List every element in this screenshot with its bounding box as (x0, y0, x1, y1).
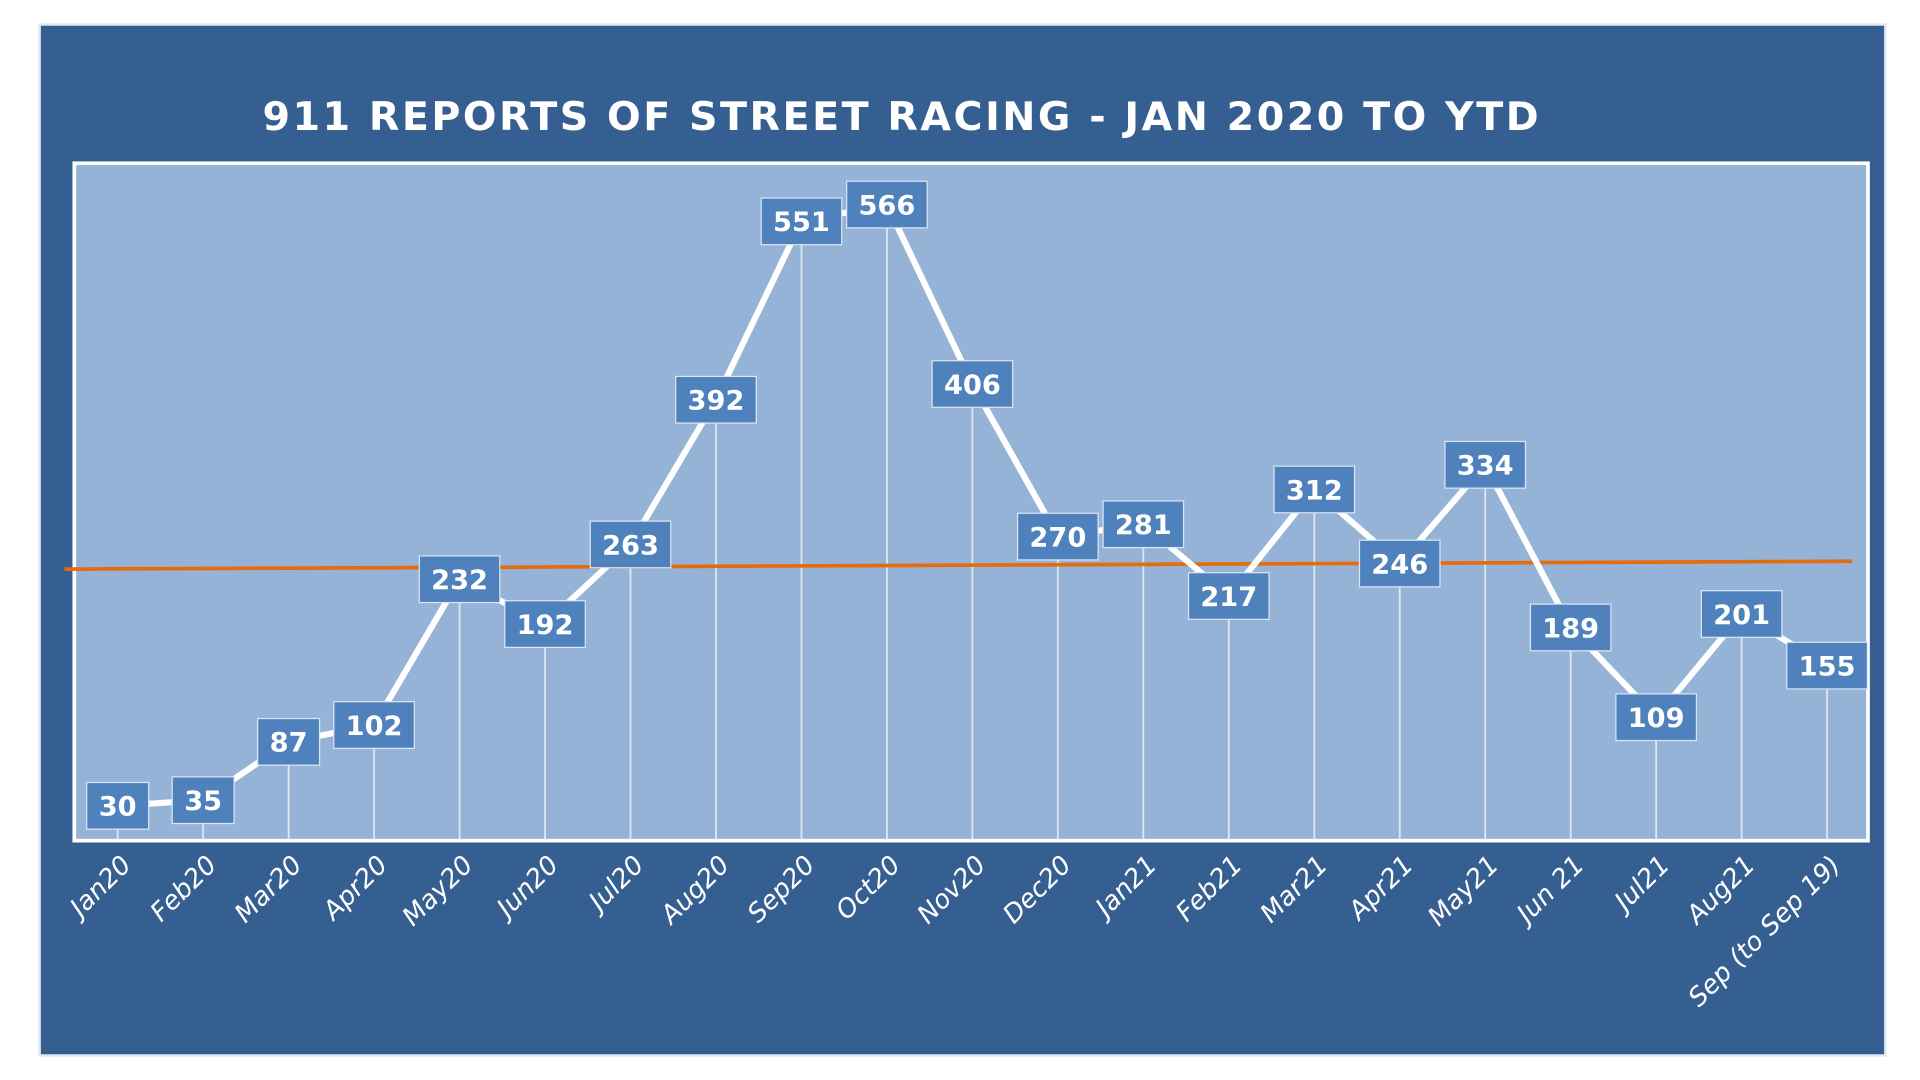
data-label: 334 (1457, 451, 1514, 482)
data-label: 246 (1371, 549, 1428, 580)
data-label: 87 (270, 728, 308, 759)
data-label: 566 (858, 190, 915, 221)
data-label: 406 (944, 370, 1001, 401)
data-label: 551 (773, 207, 830, 238)
data-label-box (1786, 641, 1868, 690)
data-label: 102 (346, 711, 403, 742)
data-label-box (1016, 512, 1099, 561)
data-label: 189 (1542, 613, 1599, 644)
data-label: 192 (517, 610, 574, 641)
data-label-box (846, 180, 928, 229)
data-label: 270 (1029, 523, 1086, 554)
data-label-box (257, 717, 321, 766)
data-label-box (418, 555, 501, 604)
average-line (64, 559, 1852, 571)
data-label: 281 (1115, 510, 1172, 541)
data-label-box (86, 781, 150, 830)
data-label-box (675, 375, 757, 424)
data-label-box (1273, 465, 1356, 514)
data-label-box (931, 360, 1014, 408)
data-label: 201 (1713, 600, 1770, 631)
data-label: 263 (602, 530, 659, 561)
data-label-box (504, 600, 586, 649)
data-label-box (1444, 440, 1527, 489)
data-label-box (1187, 572, 1270, 620)
data-label-box (589, 520, 672, 569)
data-label-box (1529, 603, 1612, 652)
data-label-box (760, 197, 843, 246)
data-label-box (1700, 590, 1783, 638)
data-label: 109 (1628, 703, 1685, 734)
data-label-box (1358, 539, 1441, 588)
data-label: 155 (1799, 652, 1856, 683)
data-label: 232 (431, 565, 488, 596)
data-label: 312 (1286, 475, 1343, 506)
data-label-box (1615, 693, 1698, 742)
data-label-box (1102, 500, 1185, 549)
chart-title: 911 REPORTS OF STREET RACING - JAN 2020 … (262, 94, 1541, 140)
data-label: 217 (1200, 582, 1257, 613)
data-label-box (171, 776, 235, 825)
data-label: 392 (688, 386, 745, 417)
data-label-box (333, 701, 415, 749)
data-label: 30 (99, 792, 137, 823)
data-label: 35 (184, 786, 222, 817)
